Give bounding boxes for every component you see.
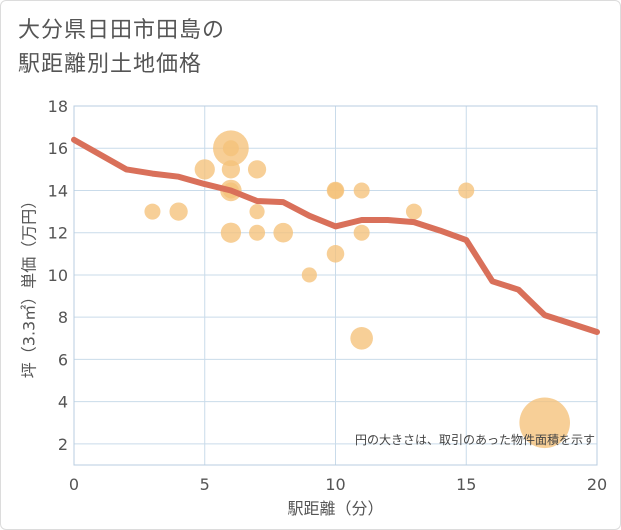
y-tick-label: 2 [58, 435, 68, 454]
y-tick-label: 6 [58, 350, 68, 369]
scatter-bubble [247, 160, 267, 179]
y-axis-tick-labels: 2 4 6 8 10 12 14 16 18 [48, 97, 68, 454]
y-tick-label: 10 [48, 266, 68, 285]
scatter-bubble [301, 267, 317, 283]
x-tick-label: 5 [200, 475, 210, 494]
scatter-bubble [350, 326, 373, 350]
scatter-bubble [144, 203, 161, 220]
scatter-bubble [249, 224, 266, 241]
scatter-bubble [249, 203, 265, 220]
chart-title-line-1: 大分県日田市田島の [18, 18, 226, 43]
average-price-line [71, 136, 600, 335]
scatter-bubble [458, 182, 475, 199]
x-axis-title: 駅距離（分） [287, 499, 383, 518]
plot-area-border [73, 105, 598, 466]
scatter-bubbles [144, 130, 570, 449]
bubble-size-note: 円の大きさは、取引のあった物件面積を示す [355, 432, 595, 447]
y-tick-label: 14 [48, 181, 68, 200]
y-axis-title: 坪（3.3㎡）単価（万円） [20, 193, 39, 378]
y-tick-label: 8 [58, 308, 68, 327]
scatter-bubble [194, 159, 215, 180]
y-tick-label: 16 [48, 139, 68, 158]
chart-title-line-2: 駅距離別土地価格 [18, 52, 203, 77]
x-axis-tick-labels: 0 5 10 15 20 [69, 475, 607, 494]
y-tick-label: 18 [48, 97, 68, 116]
scatter-bubble [353, 224, 370, 241]
x-tick-label: 20 [587, 475, 607, 494]
scatter-bubble [353, 182, 370, 199]
x-tick-label: 10 [325, 475, 345, 494]
scatter-bubble [273, 222, 293, 243]
scatter-bubble [519, 397, 570, 449]
scatter-bubble [169, 202, 188, 221]
grid-lines [73, 105, 598, 465]
scatter-bubble [222, 140, 239, 157]
scatter-bubble [327, 182, 344, 199]
scatter-bubble [326, 245, 345, 263]
chart-title: 大分県日田市田島の 駅距離別土地価格 [18, 14, 225, 82]
y-tick-label: 4 [58, 393, 68, 412]
scatter-bubble [220, 222, 242, 243]
x-tick-label: 0 [69, 475, 79, 494]
y-tick-label: 12 [48, 224, 68, 243]
scatter-bubble [221, 160, 241, 179]
scatter-bubble [405, 203, 422, 220]
x-tick-label: 15 [456, 475, 476, 494]
